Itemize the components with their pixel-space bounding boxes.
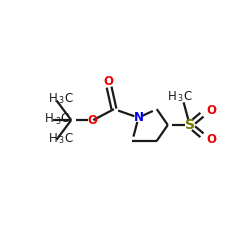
Text: 3: 3 xyxy=(59,96,64,105)
Text: H: H xyxy=(168,90,176,103)
Text: 3: 3 xyxy=(59,136,64,145)
Text: C: C xyxy=(64,92,73,105)
Text: O: O xyxy=(103,75,113,88)
Text: H: H xyxy=(45,112,54,126)
Text: N: N xyxy=(134,111,143,124)
Text: 3: 3 xyxy=(55,116,60,126)
Text: 3: 3 xyxy=(178,94,182,103)
Text: H: H xyxy=(49,132,58,145)
Text: C: C xyxy=(184,90,192,103)
Text: O: O xyxy=(206,133,216,146)
Text: S: S xyxy=(185,118,195,132)
Text: H: H xyxy=(49,92,58,105)
Text: C: C xyxy=(61,112,69,126)
Text: C: C xyxy=(64,132,73,145)
Text: O: O xyxy=(88,114,98,127)
Text: O: O xyxy=(206,104,216,117)
